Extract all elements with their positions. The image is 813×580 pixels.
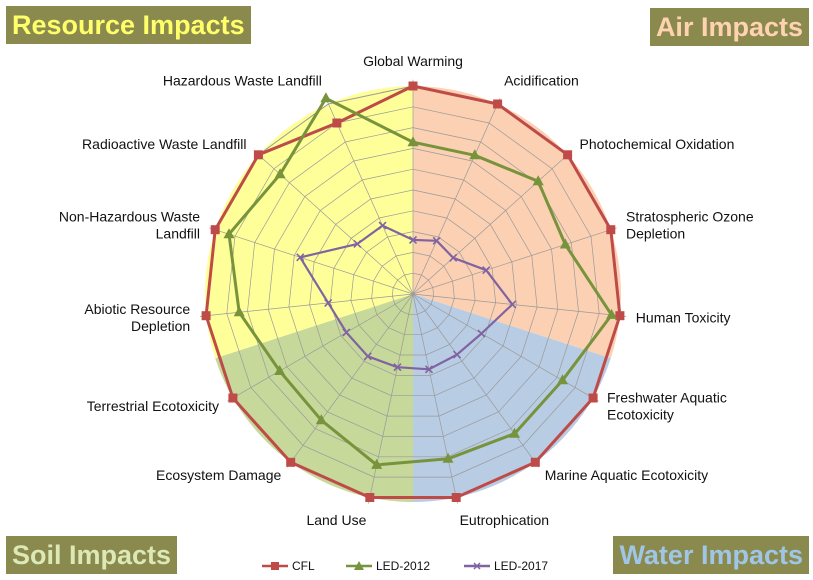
point-led-2017-non-hazardous-waste-landfill xyxy=(296,253,305,262)
point-cfl-terrestrial-ecotoxicity xyxy=(228,393,238,403)
category-label-marine-aquatic-ecotoxicity: Marine Aquatic Ecotoxicity xyxy=(545,467,708,483)
point-led-2017-freshwater-aquatic-ecotoxicity xyxy=(477,329,486,338)
point-led-2017-human-toxicity xyxy=(508,300,517,309)
air-impacts-label: Air Impacts xyxy=(649,8,809,46)
legend-label-cfl: CFL xyxy=(292,559,315,573)
point-led-2012-eutrophication xyxy=(442,452,454,463)
point-cfl-eutrophication xyxy=(451,493,461,502)
point-led-2012-terrestrial-ecotoxicity xyxy=(274,365,286,375)
point-cfl-land-use xyxy=(365,493,375,502)
category-label-ecosystem-damage: Ecosystem Damage xyxy=(156,467,281,483)
point-cfl-hazardous-waste-landfill xyxy=(332,118,342,128)
category-label-global-warming: Global Warming xyxy=(363,53,463,69)
category-label-human-toxicity: Human Toxicity xyxy=(636,309,731,325)
point-led-2012-acidification xyxy=(469,149,481,160)
category-label-photochemical-oxidation: Photochemical Oxidation xyxy=(580,136,735,152)
axis-spoke xyxy=(412,293,599,402)
legend-marker-led-2017 xyxy=(473,562,481,570)
point-led-2012-human-toxicity xyxy=(606,308,618,319)
point-cfl-global-warming xyxy=(408,81,418,91)
point-led-2012-stratospheric-ozone-depletion xyxy=(559,238,571,249)
point-cfl-radioactive-waste-landfill xyxy=(253,150,263,160)
point-led-2012-non-hazardous-waste-landfill xyxy=(223,228,235,239)
axis-spoke xyxy=(412,293,458,504)
point-cfl-freshwater-aquatic-ecotoxicity xyxy=(588,393,598,403)
point-cfl-marine-aquatic-ecotoxicity xyxy=(530,457,540,467)
point-led-2017-abiotic-resource-depletion xyxy=(324,298,333,307)
soil-impacts-label: Soil Impacts xyxy=(6,536,178,574)
category-label-acidification: Acidification xyxy=(504,72,579,88)
category-label-land-use: Land Use xyxy=(306,512,366,528)
point-led-2012-ecosystem-damage xyxy=(315,414,327,425)
point-cfl-human-toxicity xyxy=(615,311,625,321)
point-cfl-photochemical-oxidation xyxy=(563,150,573,160)
axis-spoke xyxy=(412,98,501,295)
grid-ring xyxy=(391,272,435,315)
point-led-2012-hazardous-waste-landfill xyxy=(320,92,332,103)
axis-spoke xyxy=(412,293,627,317)
point-led-2017-land-use xyxy=(393,363,402,372)
series-line-led-2017 xyxy=(299,224,514,371)
category-label-radioactive-waste-landfill: Radioactive Waste Landfill xyxy=(82,136,246,152)
legend-marker-cfl xyxy=(271,562,279,570)
point-led-2017-hazardous-waste-landfill xyxy=(378,221,387,230)
grid-ring xyxy=(329,210,497,376)
category-label-non-hazardous-waste-landfill: Non-Hazardous Waste Landfill xyxy=(59,208,200,241)
point-led-2012-freshwater-aquatic-ecotoxicity xyxy=(557,374,568,385)
point-led-2012-land-use xyxy=(371,458,383,469)
point-led-2017-stratospheric-ozone-depletion xyxy=(482,266,491,275)
axis-spoke xyxy=(286,293,414,468)
category-label-stratospheric-ozone-depletion: Stratospheric Ozone Depletion xyxy=(626,208,754,241)
grid-ring xyxy=(247,127,579,458)
axis-spoke xyxy=(209,227,414,295)
point-led-2017-radioactive-waste-landfill xyxy=(353,239,362,248)
grid-ring xyxy=(371,252,455,336)
legend-label-led-2012: LED-2012 xyxy=(376,559,430,573)
legend-label-led-2017: LED-2017 xyxy=(494,559,548,573)
grid-ring xyxy=(309,189,517,397)
point-cfl-ecosystem-damage xyxy=(286,457,296,467)
point-cfl-non-hazardous-waste-landfill xyxy=(210,225,220,235)
point-led-2012-radioactive-waste-landfill xyxy=(274,168,286,179)
category-label-eutrophication: Eutrophication xyxy=(460,512,550,528)
point-led-2017-photochemical-oxidation xyxy=(449,253,458,262)
axis-spoke xyxy=(412,227,617,295)
resource-impacts-label: Resource Impacts xyxy=(6,6,251,44)
point-led-2017-marine-aquatic-ecotoxicity xyxy=(452,350,462,359)
category-label-freshwater-aquatic-ecotoxicity: Freshwater Aquatic Ecotoxicity xyxy=(607,390,727,423)
point-led-2017-global-warming xyxy=(408,235,418,244)
region-resource-impacts xyxy=(205,86,413,359)
category-label-terrestrial-ecotoxicity: Terrestrial Ecotoxicity xyxy=(87,398,219,414)
point-led-2017-acidification xyxy=(432,236,441,245)
point-led-2012-global-warming xyxy=(407,136,419,147)
point-led-2012-abiotic-resource-depletion xyxy=(233,306,245,317)
point-led-2017-eutrophication xyxy=(424,365,434,374)
grid-ring xyxy=(267,148,559,437)
series-line-led-2012 xyxy=(227,96,614,467)
point-cfl-acidification xyxy=(493,99,503,109)
axis-spoke xyxy=(412,293,540,468)
point-led-2012-photochemical-oxidation xyxy=(532,175,544,186)
legend-marker-led-2012 xyxy=(354,561,364,570)
category-label-abiotic-resource-depletion: Abiotic Resource Depletion xyxy=(84,301,190,334)
point-led-2017-ecosystem-damage xyxy=(363,352,372,361)
point-led-2012-marine-aquatic-ecotoxicity xyxy=(509,427,520,438)
point-cfl-abiotic-resource-depletion xyxy=(201,311,211,321)
water-impacts-label: Water Impacts xyxy=(613,536,809,574)
axis-spoke xyxy=(412,150,573,295)
axis-spoke xyxy=(325,98,414,295)
series-line-cfl xyxy=(204,84,622,499)
axis-spoke xyxy=(199,293,414,317)
point-led-2017-terrestrial-ecotoxicity xyxy=(342,328,351,337)
grid-ring xyxy=(288,168,538,417)
point-cfl-stratospheric-ozone-depletion xyxy=(606,225,616,235)
axis-spoke xyxy=(227,293,414,402)
category-label-hazardous-waste-landfill: Hazardous Waste Landfill xyxy=(163,72,322,88)
